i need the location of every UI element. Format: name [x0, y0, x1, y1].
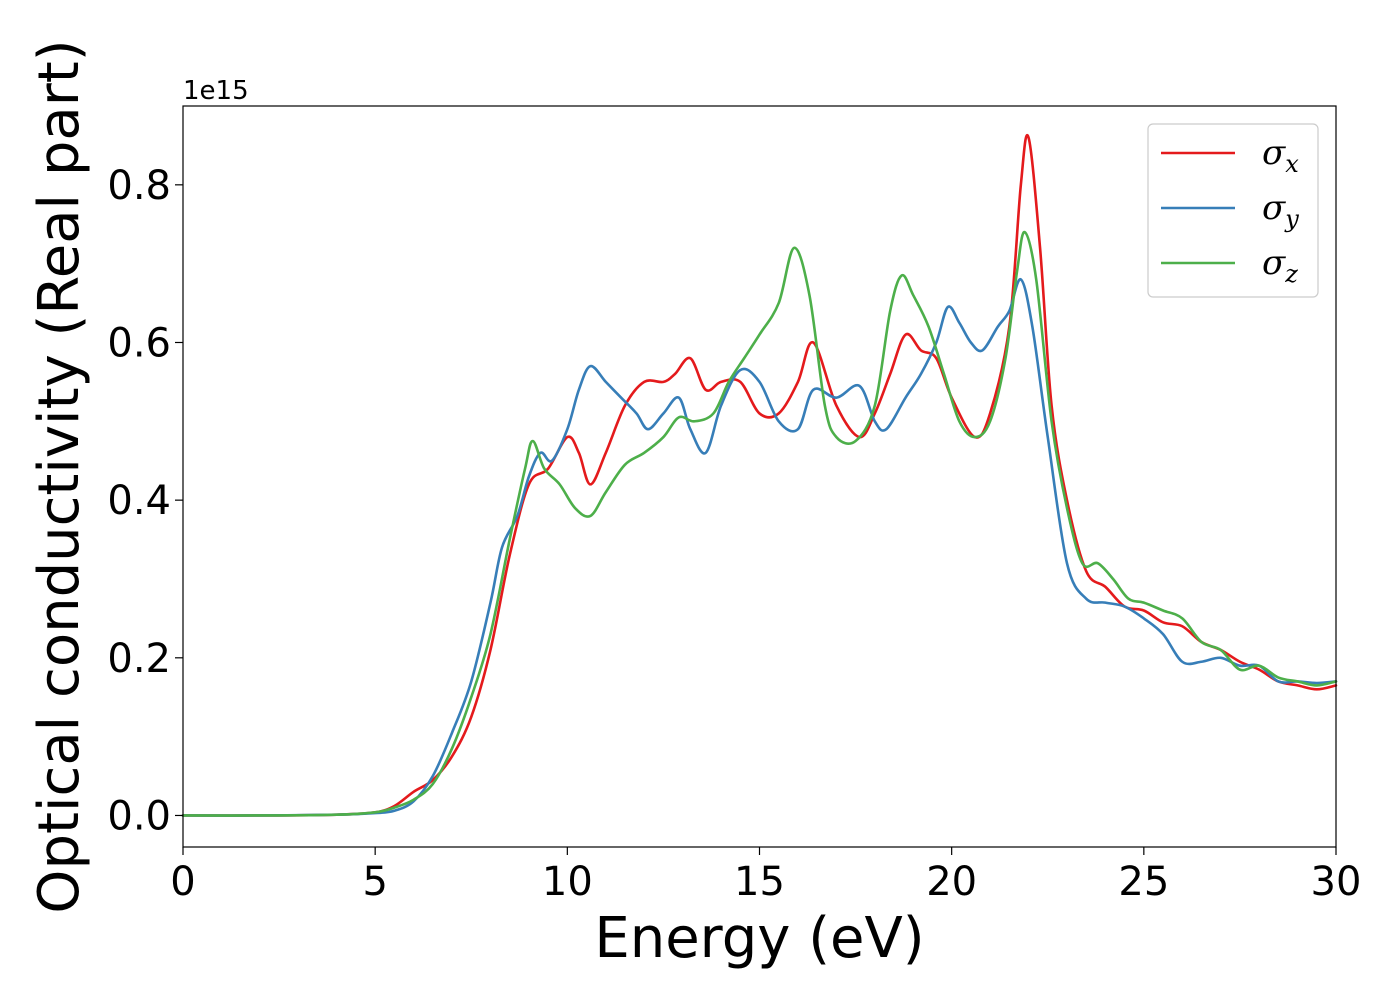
- y-axis-label: Optical conductivity (Real part): [27, 39, 92, 913]
- series-lines: [181, 134, 1338, 817]
- y-offset-label: 1e15: [183, 76, 249, 106]
- series-line-y: [181, 278, 1338, 817]
- y-axis-ticks: 0.0 0.2 0.4 0.6 0.8: [107, 163, 183, 839]
- x-tick-label: 5: [362, 859, 387, 905]
- y-tick-label: 0.6: [107, 320, 171, 366]
- y-tick-label: 0.0: [107, 793, 171, 839]
- series-line-z: [181, 230, 1338, 817]
- x-axis-label: Energy (eV): [594, 906, 924, 971]
- legend-subscript: z: [1284, 260, 1298, 288]
- legend-symbol: σ: [1262, 133, 1286, 173]
- legend-symbol: σ: [1262, 243, 1286, 283]
- legend-label-x: σx: [1262, 133, 1299, 178]
- x-tick-label: 15: [734, 859, 785, 905]
- legend-subscript: y: [1284, 205, 1299, 233]
- x-tick-label: 25: [1118, 859, 1169, 905]
- x-tick-label: 30: [1311, 859, 1362, 905]
- legend-subscript: x: [1285, 150, 1299, 178]
- y-tick-label: 0.4: [107, 478, 171, 524]
- series-line-x: [181, 134, 1338, 817]
- x-tick-label: 20: [926, 859, 977, 905]
- x-tick-label: 10: [542, 859, 593, 905]
- legend-label-y: σy: [1262, 188, 1299, 233]
- legend-frame: [1147, 123, 1319, 298]
- plot-area: [183, 106, 1336, 847]
- legend-symbol: σ: [1262, 188, 1286, 228]
- y-tick-label: 0.8: [107, 163, 171, 209]
- x-tick-label: 0: [170, 859, 195, 905]
- y-tick-label: 0.2: [107, 636, 171, 682]
- legend-label-z: σz: [1262, 243, 1298, 288]
- x-axis-ticks: 0 5 10 15 20 25 30: [170, 847, 1361, 905]
